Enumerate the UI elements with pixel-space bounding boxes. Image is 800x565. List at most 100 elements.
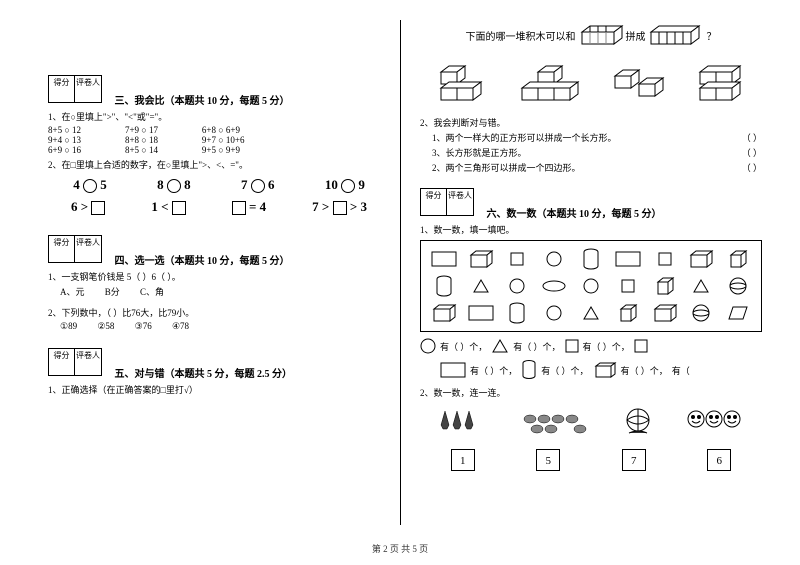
circle-blank[interactable] bbox=[341, 179, 355, 193]
question-text: 2、下列数中，（ ）比76大，比79小。 bbox=[48, 306, 390, 319]
num: 9 bbox=[358, 177, 365, 192]
square-blank[interactable] bbox=[91, 201, 105, 215]
ball-icon bbox=[623, 407, 653, 437]
count-items bbox=[420, 407, 762, 437]
grader-label: 评卷人 bbox=[447, 189, 473, 215]
square-blank[interactable] bbox=[172, 201, 186, 215]
opt: ②58 bbox=[97, 321, 114, 331]
txt: 有（ ）个， bbox=[541, 364, 588, 377]
cuboid-icon bbox=[593, 361, 617, 379]
score-label: 得分 bbox=[49, 236, 75, 262]
num: 4 bbox=[73, 177, 80, 192]
opt: ①89 bbox=[60, 321, 77, 331]
opt: ③76 bbox=[135, 321, 152, 331]
paren[interactable]: （ ） bbox=[742, 146, 762, 159]
cuboid-icon bbox=[431, 303, 457, 323]
square-icon bbox=[634, 339, 648, 353]
circle-blank[interactable] bbox=[83, 179, 97, 193]
item: 9+4 ○ 13 bbox=[48, 135, 125, 145]
square-icon bbox=[621, 279, 635, 293]
shape-count-row-2: 有（ ）个， 有（ ）个， 有（ ）个，有（ bbox=[440, 360, 762, 380]
q1-items: 8+5 ○ 12 7+9 ○ 17 6+8 ○ 6+9 9+4 ○ 13 8+8… bbox=[48, 125, 356, 155]
cuboid-icon bbox=[468, 249, 494, 269]
block-option-4-icon bbox=[692, 58, 750, 102]
circle-blank[interactable] bbox=[167, 179, 181, 193]
number-boxes: 1 5 7 6 bbox=[420, 449, 762, 471]
bees-icon bbox=[520, 407, 590, 437]
block-prompt: 下面的哪一堆积木可以和 拼成 ？ bbox=[420, 22, 762, 48]
txt: 6 > bbox=[71, 199, 88, 214]
question-text: 2、数一数，连一连。 bbox=[420, 386, 762, 399]
left-column: 得分 评卷人 三、我会比（本题共 10 分，每题 5 分） 1、在○里填上">"… bbox=[40, 20, 405, 530]
circle-blank[interactable] bbox=[251, 179, 265, 193]
paren[interactable]: （ ） bbox=[742, 131, 762, 144]
num: 8 bbox=[184, 177, 191, 192]
opt: B分 bbox=[105, 287, 120, 297]
txt: 有（ ）个， bbox=[470, 364, 517, 377]
question-text: 1、正确选择（在正确答案的□里打√） bbox=[48, 383, 390, 396]
cube-icon bbox=[655, 276, 675, 296]
num-box[interactable]: 1 bbox=[451, 449, 475, 471]
num: 8 bbox=[157, 177, 164, 192]
section-6: 得分 评卷人 六、数一数（本题共 10 分，每题 5 分） 1、数一数，填一填吧… bbox=[420, 188, 762, 471]
item: 8+5 ○ 12 bbox=[48, 125, 125, 135]
num-box[interactable]: 7 bbox=[622, 449, 646, 471]
triangle-icon bbox=[491, 338, 509, 354]
smileys-icon bbox=[686, 409, 746, 435]
cube-icon bbox=[618, 303, 638, 323]
txt: = 4 bbox=[249, 199, 266, 214]
txt: ？ bbox=[707, 28, 717, 43]
judge-item: 3、长方形就是正方形。（ ） bbox=[420, 146, 762, 159]
item: 8+5 ○ 14 bbox=[125, 145, 202, 155]
options: A、元 B分 C、角 bbox=[60, 285, 390, 298]
question-text: 1、在○里填上">"、"<"或"="。 bbox=[48, 110, 390, 123]
square-icon bbox=[658, 252, 672, 266]
sphere-icon bbox=[729, 277, 747, 295]
rect-icon bbox=[468, 305, 494, 321]
num-box[interactable]: 6 bbox=[707, 449, 731, 471]
circle-icon bbox=[420, 338, 436, 354]
square-blank[interactable] bbox=[232, 201, 246, 215]
cylinder-icon bbox=[508, 302, 526, 324]
score-label: 得分 bbox=[421, 189, 447, 215]
block-option-1-icon bbox=[433, 58, 491, 102]
item: 7+9 ○ 17 bbox=[125, 125, 202, 135]
rect-icon bbox=[440, 362, 466, 378]
square-blank[interactable] bbox=[333, 201, 347, 215]
grader-label: 评卷人 bbox=[75, 349, 101, 375]
page-footer: 第 2 页 共 5 页 bbox=[0, 542, 800, 555]
num: 5 bbox=[100, 177, 107, 192]
num-box[interactable]: 5 bbox=[536, 449, 560, 471]
txt: 有（ ）个， bbox=[621, 364, 668, 377]
score-box: 得分 评卷人 bbox=[420, 188, 474, 216]
circle-icon bbox=[546, 305, 562, 321]
compare-row-2: 6 > 1 < = 4 7 > > 3 bbox=[48, 199, 390, 215]
compare-row-1: 4 5 8 8 7 6 10 9 bbox=[48, 177, 390, 193]
txt: 7 > bbox=[312, 199, 329, 214]
ellipse-icon bbox=[542, 280, 566, 292]
square-icon bbox=[565, 339, 579, 353]
txt: 有（ ）个， bbox=[583, 340, 630, 353]
options: ①89 ②58 ③76 ④78 bbox=[60, 321, 390, 332]
question-text: 1、数一数，填一填吧。 bbox=[420, 223, 762, 236]
txt: 3、长方形就是正方形。 bbox=[432, 146, 742, 159]
txt: 1 < bbox=[151, 199, 168, 214]
grader-label: 评卷人 bbox=[75, 76, 101, 102]
judge-item: 1、两个一样大的正方形可以拼成一个长方形。（ ） bbox=[420, 131, 762, 144]
paren[interactable]: （ ） bbox=[742, 161, 762, 174]
grader-label: 评卷人 bbox=[75, 236, 101, 262]
item: 9+5 ○ 9+9 bbox=[202, 145, 325, 155]
shape-count-row: 有（ ）个， 有（ ）个， 有（ ）个， bbox=[420, 338, 762, 354]
sphere-icon bbox=[692, 304, 710, 322]
square-icon bbox=[510, 252, 524, 266]
num: 6 bbox=[268, 177, 275, 192]
circle-icon bbox=[583, 278, 599, 294]
section-4: 得分 评卷人 四、选一选（本题共 10 分，每题 5 分） 1、一支钢笔价钱是 … bbox=[48, 235, 390, 332]
score-box: 得分 评卷人 bbox=[48, 235, 102, 263]
circle-icon bbox=[509, 278, 525, 294]
parallelogram-icon bbox=[727, 305, 749, 321]
block-reference-a-icon bbox=[576, 22, 626, 48]
rect-icon bbox=[431, 251, 457, 267]
rockets-icon bbox=[437, 407, 487, 437]
opt: A、元 bbox=[60, 287, 85, 297]
